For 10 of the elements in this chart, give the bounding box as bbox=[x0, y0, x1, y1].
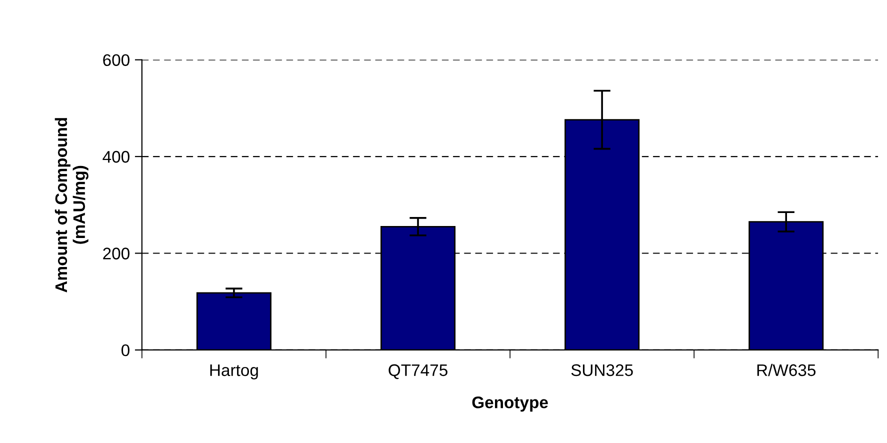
x-tick-label: QT7475 bbox=[388, 364, 448, 380]
x-tick-label: R/W635 bbox=[757, 364, 816, 376]
y-tick-label: 200 bbox=[103, 248, 130, 260]
x-tick-label: Hartog bbox=[210, 364, 258, 380]
y-tick-label: 0 bbox=[121, 344, 130, 356]
y-tick-label: 600 bbox=[103, 54, 130, 66]
x-tick-label: SUN325 bbox=[571, 364, 633, 376]
y-axis-title: Amount of Compound (mAU/mg) bbox=[54, 118, 88, 292]
x-axis-title: Genotype bbox=[472, 396, 548, 412]
y-tick-label: 400 bbox=[102, 150, 130, 163]
